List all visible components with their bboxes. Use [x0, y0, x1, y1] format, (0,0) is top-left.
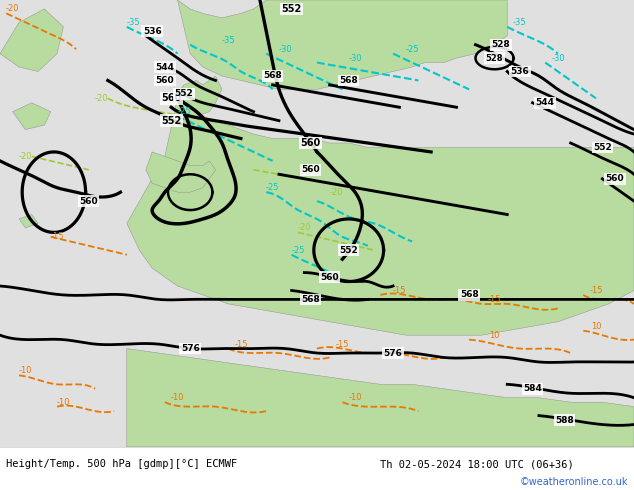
Text: 10: 10 [489, 331, 500, 340]
Text: -15: -15 [234, 340, 248, 348]
Text: 528: 528 [486, 53, 503, 63]
Text: -15: -15 [488, 295, 501, 304]
Text: 552: 552 [281, 4, 302, 14]
Polygon shape [127, 348, 634, 447]
Text: 568: 568 [263, 72, 282, 80]
Text: 544: 544 [536, 98, 555, 107]
Text: -25: -25 [266, 183, 280, 192]
Text: 560: 560 [320, 272, 339, 282]
Text: -15: -15 [589, 286, 603, 295]
Text: -30: -30 [278, 45, 292, 54]
Text: -20: -20 [94, 94, 108, 103]
Text: -10: -10 [348, 393, 362, 402]
Text: 560: 560 [605, 174, 624, 183]
Polygon shape [178, 76, 222, 116]
Text: Height/Temp. 500 hPa [gdmp][°C] ECMWF: Height/Temp. 500 hPa [gdmp][°C] ECMWF [6, 459, 238, 469]
Text: 568: 568 [339, 76, 358, 85]
Text: -20: -20 [6, 4, 20, 13]
Text: -10: -10 [171, 393, 184, 402]
Text: 552: 552 [161, 116, 181, 125]
Text: -20: -20 [18, 152, 32, 161]
Text: -25: -25 [177, 107, 191, 116]
Text: 560: 560 [301, 138, 321, 148]
Text: 536: 536 [510, 67, 529, 76]
Text: 588: 588 [555, 416, 574, 424]
Text: 576: 576 [384, 348, 403, 358]
Text: ©weatheronline.co.uk: ©weatheronline.co.uk [519, 477, 628, 487]
Text: -15: -15 [392, 286, 406, 295]
Polygon shape [178, 0, 507, 89]
Text: 552: 552 [593, 143, 612, 152]
Text: -15: -15 [50, 232, 64, 242]
Text: -30: -30 [551, 53, 565, 63]
Text: -35: -35 [126, 18, 140, 27]
Text: Th 02-05-2024 18:00 UTC (06+36): Th 02-05-2024 18:00 UTC (06+36) [380, 459, 574, 469]
Text: 552: 552 [339, 246, 358, 255]
Text: -10: -10 [18, 367, 32, 375]
Text: -35: -35 [513, 18, 527, 27]
Text: -25: -25 [291, 246, 305, 255]
Text: 584: 584 [523, 384, 542, 393]
Text: -20: -20 [329, 188, 343, 196]
Text: -30: -30 [348, 53, 362, 63]
Text: 568: 568 [301, 295, 320, 304]
Polygon shape [13, 103, 51, 129]
Text: 560: 560 [155, 76, 174, 85]
Text: -20: -20 [297, 223, 311, 232]
Text: 10: 10 [591, 322, 601, 331]
Text: 536: 536 [143, 27, 162, 36]
Text: -25: -25 [405, 45, 419, 54]
Text: 576: 576 [181, 344, 200, 353]
Text: 568: 568 [460, 291, 479, 299]
Polygon shape [127, 98, 634, 335]
Text: 528: 528 [491, 40, 510, 49]
Text: 552: 552 [174, 89, 193, 98]
Polygon shape [146, 152, 216, 192]
Polygon shape [0, 9, 63, 72]
Text: 560: 560 [301, 165, 320, 174]
Text: -15: -15 [335, 340, 349, 348]
Text: -35: -35 [221, 36, 235, 45]
Polygon shape [19, 215, 38, 228]
Text: 544: 544 [155, 63, 174, 72]
Text: -10: -10 [56, 398, 70, 407]
Text: 560: 560 [79, 196, 98, 206]
Text: 560: 560 [161, 93, 181, 103]
